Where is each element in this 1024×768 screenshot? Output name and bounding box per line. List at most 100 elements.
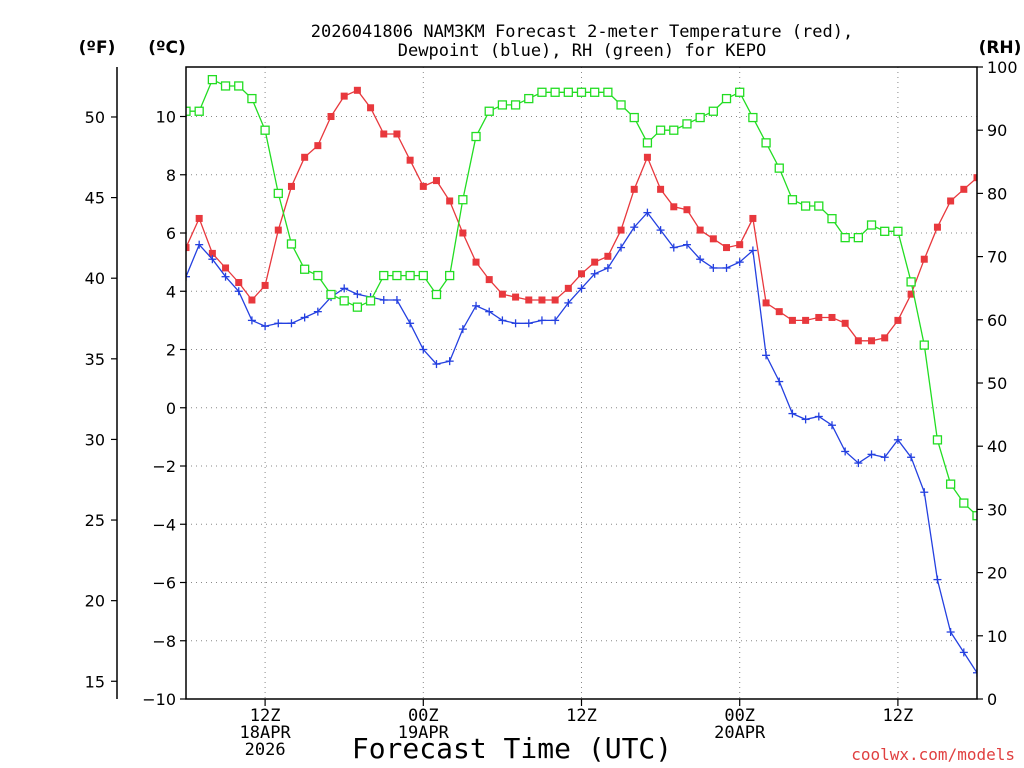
celsius-tick-label: −10 xyxy=(142,690,176,709)
x-tick-label: 18APR xyxy=(240,723,292,743)
rh-point xyxy=(590,87,600,97)
fahrenheit-tick-label: 30 xyxy=(85,430,105,449)
dewpoint-point xyxy=(590,269,599,278)
temperature-point xyxy=(327,113,335,121)
dewpoint-point xyxy=(485,307,494,316)
series-layer xyxy=(186,74,977,677)
celsius-tick-label: 8 xyxy=(166,166,176,185)
rh-point xyxy=(972,511,977,521)
rh-point xyxy=(695,112,705,123)
dewpoint-point xyxy=(247,316,256,325)
rh-point xyxy=(814,201,824,211)
temperature-point xyxy=(538,296,546,304)
rh-point xyxy=(352,302,363,312)
dewpoint-point xyxy=(973,668,977,677)
credit-label: coolwx.com/models xyxy=(851,745,1015,764)
dewpoint-point xyxy=(669,243,678,252)
fahrenheit-tick-label: 25 xyxy=(85,511,105,530)
axis-layer: −10−8−6−4−2024681012Z18APR202600Z19APR12… xyxy=(85,58,1018,760)
fahrenheit-tick-label: 35 xyxy=(85,350,105,369)
x-tick-label: 12Z xyxy=(250,706,281,726)
rh-point xyxy=(866,220,877,230)
temperature-point xyxy=(947,197,955,205)
rh-point xyxy=(497,100,508,110)
celsius-tick-label: 4 xyxy=(166,282,176,301)
rh-tick-label: 20 xyxy=(987,564,1007,583)
celsius-tick-label: −2 xyxy=(152,457,176,476)
temperature-point xyxy=(235,279,243,287)
dewpoint-point xyxy=(722,263,731,272)
rh-unit-label: (RH) xyxy=(979,38,1022,58)
rh-point xyxy=(945,479,956,489)
x-tick-label: 20APR xyxy=(714,723,766,743)
dewpoint-point xyxy=(656,226,665,235)
dewpoint-point xyxy=(406,319,415,328)
dewpoint-point xyxy=(854,459,863,468)
temperature-point xyxy=(670,203,678,211)
temperature-point xyxy=(920,255,928,263)
temperature-point xyxy=(617,226,625,234)
temperature-point xyxy=(551,296,559,304)
dewpoint-point xyxy=(696,255,705,264)
rh-point xyxy=(708,106,718,116)
temperature-point xyxy=(841,319,849,327)
dewpoint-point xyxy=(498,316,507,325)
dewpoint-point xyxy=(195,240,204,249)
dewpoint-point xyxy=(300,313,309,322)
rh-point xyxy=(735,87,745,97)
rh-point xyxy=(418,270,428,281)
rh-point xyxy=(194,106,204,116)
rh-tick-label: 40 xyxy=(987,437,1007,456)
dewpoint-point xyxy=(762,351,771,360)
fahrenheit-unit-label: (ºF) xyxy=(79,38,116,58)
rh-point xyxy=(484,106,494,116)
dewpoint-point xyxy=(603,263,612,272)
rh-point xyxy=(853,232,863,243)
dewpoint-point xyxy=(458,325,467,334)
x-tick-label: 12Z xyxy=(883,706,914,726)
temperature-point xyxy=(736,241,744,249)
dewpoint-point xyxy=(537,316,546,325)
dewpoint-point xyxy=(880,453,889,462)
x-tick-label: 12Z xyxy=(566,706,597,726)
temperature-point xyxy=(828,313,836,321)
rh-point xyxy=(445,270,455,281)
dewpoint-point xyxy=(313,307,322,316)
temperature-point xyxy=(854,337,862,345)
dewpoint-point xyxy=(419,345,428,354)
dewpoint-point xyxy=(946,628,955,637)
rh-point xyxy=(207,74,218,85)
rh-point xyxy=(880,226,890,236)
dewpoint-point xyxy=(379,295,388,304)
dewpoint-point xyxy=(801,415,810,424)
temperature-point xyxy=(314,142,322,150)
rh-point xyxy=(247,93,257,104)
rh-point xyxy=(959,498,969,508)
rh-point xyxy=(603,87,613,97)
temperature-point xyxy=(643,153,651,161)
grid-layer xyxy=(186,67,977,699)
fahrenheit-tick-label: 50 xyxy=(85,108,105,127)
rh-point xyxy=(313,270,323,281)
temperature-point xyxy=(630,185,638,193)
dewpoint-point xyxy=(617,243,626,252)
rh-point xyxy=(774,163,784,173)
dewpoint-point xyxy=(524,319,533,328)
rh-point xyxy=(471,131,481,142)
rh-point xyxy=(379,270,389,281)
celsius-tick-label: 0 xyxy=(166,399,176,418)
fahrenheit-tick-label: 20 xyxy=(85,592,105,611)
temperature-point xyxy=(195,214,203,222)
rh-point xyxy=(919,340,929,350)
dewpoint-point xyxy=(893,435,902,444)
dewpoint-point xyxy=(472,301,481,310)
rh-point xyxy=(234,81,244,91)
rh-tick-label: 70 xyxy=(987,248,1007,267)
temperature-point xyxy=(802,316,810,324)
dewpoint-point xyxy=(959,648,968,657)
temperature-point xyxy=(960,185,968,193)
temperature-point xyxy=(604,252,612,260)
celsius-tick-label: 10 xyxy=(156,108,176,127)
temperature-point xyxy=(498,290,506,298)
